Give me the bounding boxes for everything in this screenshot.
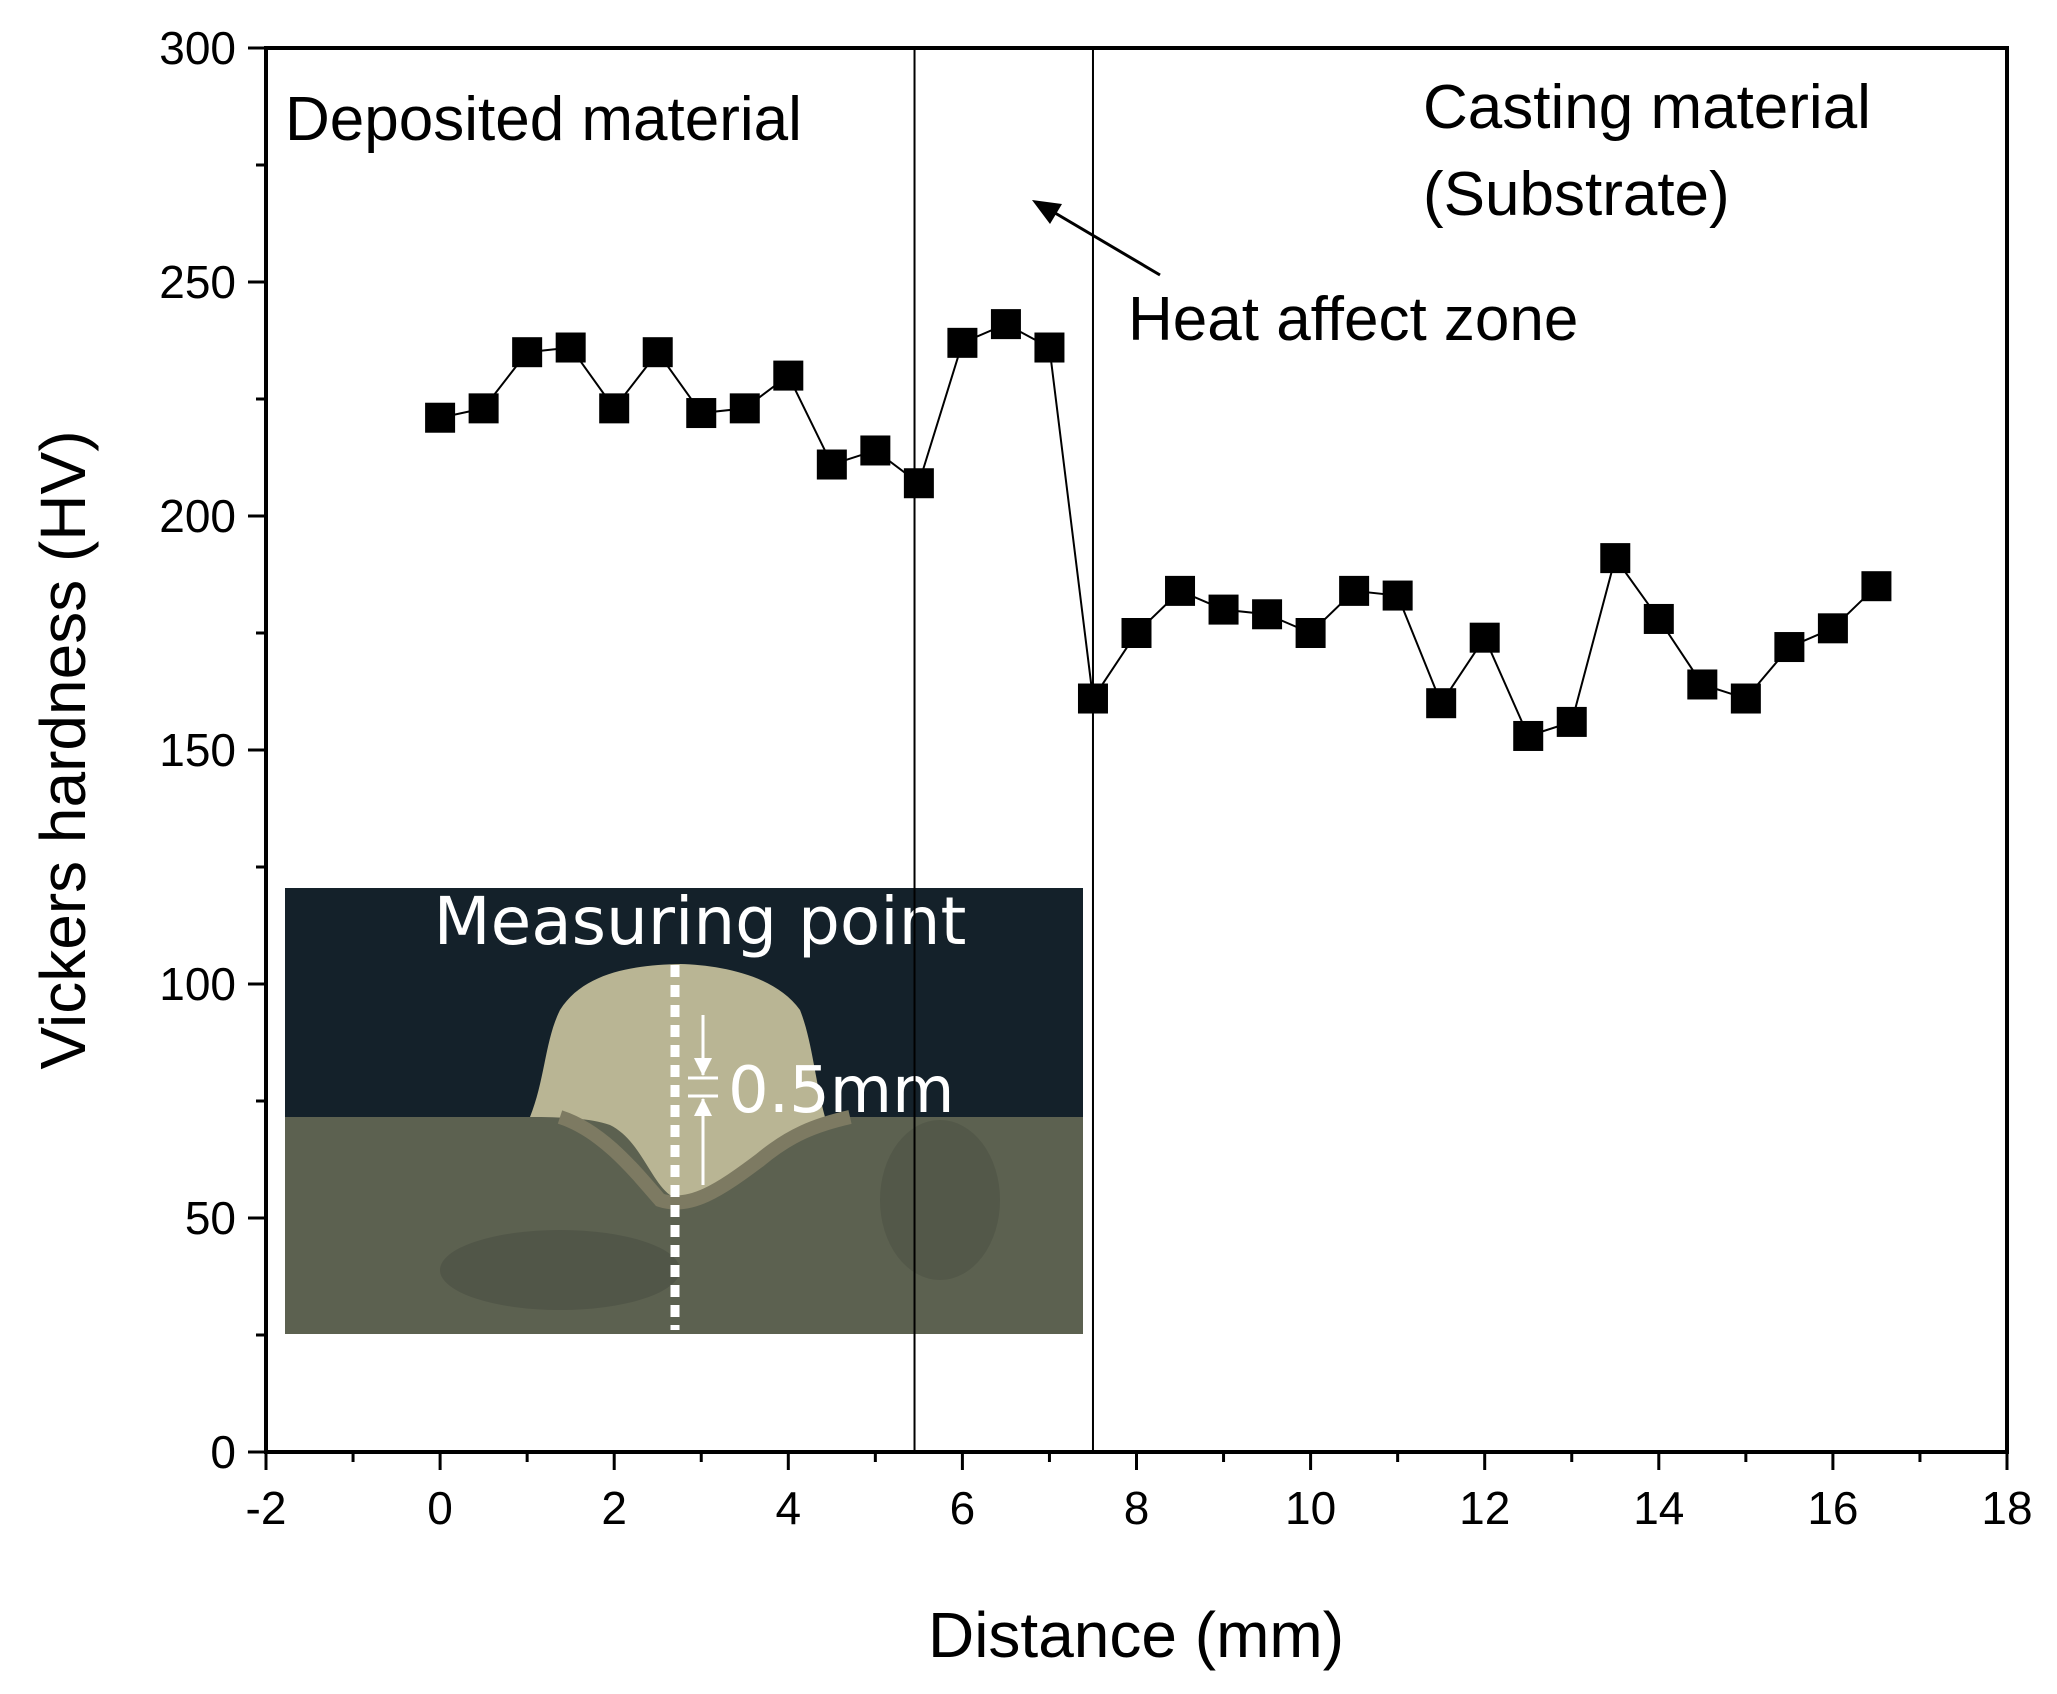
inset-haz-ring bbox=[557, 1110, 852, 1210]
scale-arrowhead-top bbox=[694, 1058, 712, 1076]
data-point-16 bbox=[1121, 618, 1152, 648]
data-point-9 bbox=[816, 449, 847, 480]
data-point-19 bbox=[1252, 599, 1283, 630]
data-point-32 bbox=[1817, 613, 1848, 644]
data-point-33 bbox=[1861, 571, 1892, 602]
data-point-2 bbox=[512, 337, 543, 368]
data-point-30 bbox=[1730, 683, 1761, 714]
data-point-27 bbox=[1600, 543, 1631, 574]
y-tick-label-6: 300 bbox=[159, 22, 236, 74]
scale-arrowhead-bottom bbox=[694, 1098, 712, 1116]
data-point-3 bbox=[555, 332, 586, 363]
inset-substrate-shade-2 bbox=[880, 1120, 1000, 1280]
data-point-28 bbox=[1643, 603, 1674, 634]
x-axis-title: Distance (mm) bbox=[928, 1599, 1344, 1671]
data-point-13 bbox=[990, 309, 1021, 340]
zone-boundaries bbox=[913, 48, 1094, 1452]
y-tick-label-4: 200 bbox=[159, 490, 236, 542]
series-line bbox=[439, 323, 1878, 738]
x-tick-label-9: 16 bbox=[1807, 1482, 1858, 1534]
inset-substrate-shade bbox=[440, 1230, 680, 1310]
cross-section-inset-photo: Measuring point 0.5mm bbox=[285, 883, 1083, 1334]
data-point-29 bbox=[1687, 669, 1718, 700]
data-point-24 bbox=[1469, 622, 1500, 653]
x-tick-label-6: 10 bbox=[1285, 1482, 1336, 1534]
x-tick-label-10: 18 bbox=[1981, 1482, 2032, 1534]
y-tick-label-5: 250 bbox=[159, 256, 236, 308]
data-point-11 bbox=[903, 468, 934, 499]
data-point-0 bbox=[425, 402, 456, 433]
x-tick-label-5: 8 bbox=[1124, 1482, 1150, 1534]
inset-title: Measuring point bbox=[434, 883, 967, 960]
y-tick-label-0: 0 bbox=[210, 1426, 236, 1478]
x-tick-label-7: 12 bbox=[1459, 1482, 1510, 1534]
x-tick-label-4: 6 bbox=[950, 1482, 976, 1534]
y-tick-label-2: 100 bbox=[159, 958, 236, 1010]
x-tick-label-3: 4 bbox=[776, 1482, 802, 1534]
data-point-10 bbox=[860, 435, 891, 466]
x-tick-label-8: 14 bbox=[1633, 1482, 1684, 1534]
data-point-31 bbox=[1774, 632, 1805, 663]
annotation-casting-line1: Casting material bbox=[1423, 73, 1871, 142]
y-axis-title: Vickers hardness (HV) bbox=[27, 430, 99, 1069]
data-point-26 bbox=[1556, 706, 1587, 737]
data-point-14 bbox=[1034, 332, 1065, 363]
data-point-18 bbox=[1208, 594, 1239, 625]
data-point-8 bbox=[773, 360, 804, 391]
data-point-12 bbox=[947, 327, 978, 358]
annotation-haz: Heat affect zone bbox=[1128, 285, 1578, 354]
data-point-4 bbox=[599, 393, 630, 424]
annotation-casting-line2: (Substrate) bbox=[1423, 160, 1730, 229]
data-point-22 bbox=[1382, 580, 1413, 611]
data-point-7 bbox=[729, 393, 760, 424]
haz-arrowhead bbox=[1032, 200, 1062, 224]
x-tick-label-2: 2 bbox=[601, 1482, 627, 1534]
inset-scale-label: 0.5mm bbox=[728, 1054, 954, 1128]
x-tick-label-0: -2 bbox=[246, 1482, 287, 1534]
annotation-deposited: Deposited material bbox=[285, 85, 802, 154]
data-point-5 bbox=[642, 337, 673, 368]
data-point-23 bbox=[1426, 688, 1457, 719]
haz-arrow-shaft bbox=[1049, 208, 1161, 277]
data-point-21 bbox=[1339, 575, 1370, 606]
inset-bead bbox=[530, 964, 825, 1199]
data-point-20 bbox=[1295, 618, 1326, 648]
y-tick-label-3: 150 bbox=[159, 724, 236, 776]
x-tick-label-1: 0 bbox=[427, 1482, 453, 1534]
data-point-17 bbox=[1165, 575, 1196, 606]
y-tick-label-1: 50 bbox=[185, 1192, 236, 1244]
data-point-25 bbox=[1513, 720, 1544, 751]
data-point-15 bbox=[1077, 683, 1108, 714]
data-point-1 bbox=[468, 393, 499, 424]
data-series bbox=[425, 309, 1892, 751]
data-point-6 bbox=[686, 398, 717, 429]
